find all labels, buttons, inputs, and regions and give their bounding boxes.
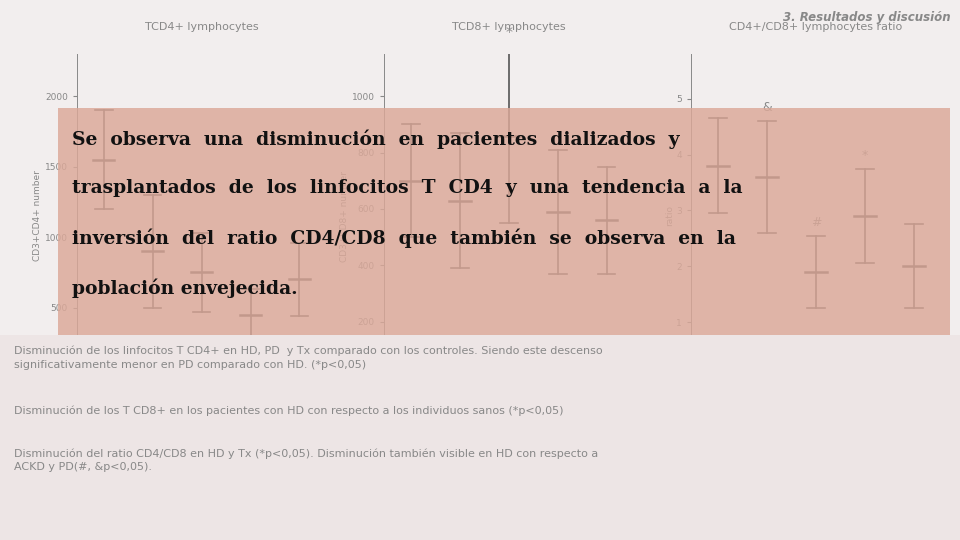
Text: Disminución de los T CD8+ en los pacientes con HD con respecto a los individuos : Disminución de los T CD8+ en los pacient…	[14, 405, 564, 415]
Text: Se  observa  una  disminución  en  pacientes  dializados  y: Se observa una disminución en pacientes …	[72, 130, 680, 149]
Y-axis label: CD3+CD4+ number: CD3+CD4+ number	[33, 171, 42, 261]
Text: #: #	[811, 216, 821, 229]
Y-axis label: ratio: ratio	[664, 206, 674, 226]
Text: &: &	[762, 102, 772, 114]
Y-axis label: CD3+CD8+ number: CD3+CD8+ number	[340, 171, 349, 261]
Text: 3. Resultados y discusión: 3. Resultados y discusión	[782, 11, 950, 24]
Text: *: *	[862, 149, 868, 162]
Text: TCD4+ lymphocytes: TCD4+ lymphocytes	[145, 22, 258, 32]
Text: CD4+/CD8+ lymphocytes ratio: CD4+/CD8+ lymphocytes ratio	[730, 22, 902, 32]
Text: TCD8+ lymphocytes: TCD8+ lymphocytes	[452, 22, 565, 32]
Text: *: *	[505, 24, 513, 38]
Text: Disminución de los linfocitos T CD4+ en HD, PD  y Tx comparado con los controles: Disminución de los linfocitos T CD4+ en …	[14, 346, 603, 370]
Text: Disminución del ratio CD4/CD8 en HD y Tx (*p<0,05). Disminución también visible : Disminución del ratio CD4/CD8 en HD y Tx…	[14, 448, 599, 472]
Text: población envejecida.: población envejecida.	[72, 279, 298, 298]
Text: trasplantados  de  los  linfocitos  T  CD4  y  una  tendencia  a  la: trasplantados de los linfocitos T CD4 y …	[72, 179, 742, 197]
Text: inversión  del  ratio  CD4/CD8  que  también  se  observa  en  la: inversión del ratio CD4/CD8 que también …	[72, 229, 736, 248]
